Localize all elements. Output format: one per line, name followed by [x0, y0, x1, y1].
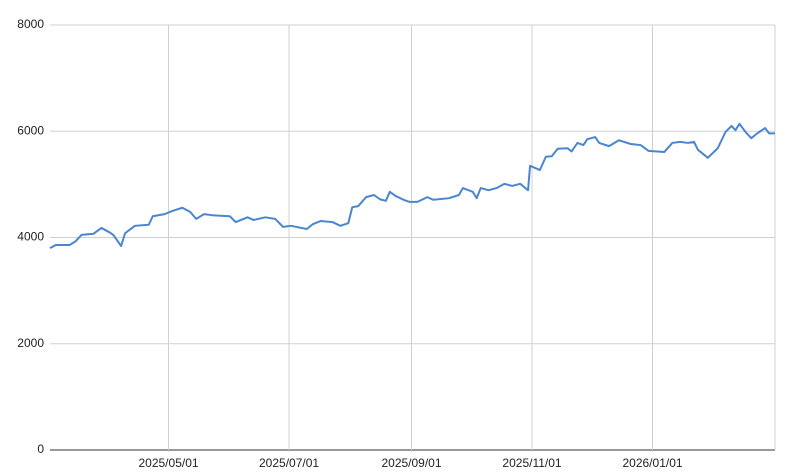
y-tick-label: 6000 [17, 123, 44, 137]
x-tick-label: 2026/01/01 [622, 456, 682, 470]
x-tick-label: 2025/05/01 [138, 456, 198, 470]
y-tick-label: 0 [37, 442, 44, 456]
data-line [49, 122, 775, 250]
x-tick-label: 2025/07/01 [259, 456, 319, 470]
x-tick-label: 2025/09/01 [381, 456, 441, 470]
y-tick-label: 4000 [17, 230, 44, 244]
x-tick-label: 2025/11/01 [502, 456, 561, 470]
y-tick-label: 8000 [17, 17, 44, 31]
y-tick-label: 2000 [17, 336, 44, 350]
